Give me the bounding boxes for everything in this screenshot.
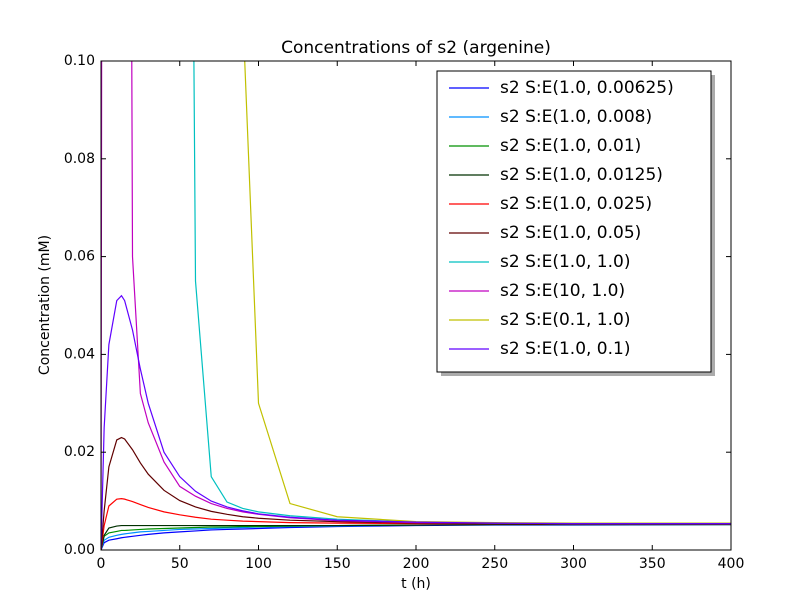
x-tick-label: 200 bbox=[403, 556, 430, 572]
x-tick-label: 50 bbox=[171, 556, 189, 572]
y-tick-label: 0.08 bbox=[64, 151, 95, 167]
y-tick-label: 0.06 bbox=[64, 249, 95, 265]
series-line bbox=[101, 523, 731, 550]
legend-label: s2 S:E(1.0, 0.01) bbox=[500, 136, 641, 156]
legend-box bbox=[436, 70, 712, 373]
chart-title: Concentrations of s2 (argenine) bbox=[281, 38, 551, 58]
x-tick-label: 400 bbox=[718, 556, 745, 572]
x-tick-label: 150 bbox=[324, 556, 351, 572]
series-line bbox=[101, 498, 731, 550]
x-tick-label: 250 bbox=[481, 556, 508, 572]
legend-label: s2 S:E(1.0, 0.025) bbox=[500, 194, 652, 214]
legend-label: s2 S:E(1.0, 0.1) bbox=[500, 339, 630, 359]
y-tick-label: 0.02 bbox=[64, 444, 95, 460]
legend-label: s2 S:E(1.0, 0.05) bbox=[500, 223, 641, 243]
legend-label: s2 S:E(0.1, 1.0) bbox=[500, 310, 630, 330]
y-tick-label: 0.04 bbox=[64, 346, 95, 362]
x-tick-label: 300 bbox=[560, 556, 587, 572]
y-tick-label: 0.00 bbox=[64, 542, 95, 558]
plot-area bbox=[101, 61, 731, 550]
series-line bbox=[101, 294, 731, 550]
x-tick-label: 0 bbox=[97, 556, 106, 572]
x-axis-label: t (h) bbox=[401, 576, 431, 592]
x-tick-label: 350 bbox=[639, 556, 666, 572]
y-axis-label: Concentration (mM) bbox=[37, 235, 53, 375]
x-tick-label: 100 bbox=[245, 556, 272, 572]
legend-label: s2 S:E(1.0, 1.0) bbox=[500, 252, 630, 272]
series-line bbox=[244, 61, 731, 524]
y-tick-label: 0.10 bbox=[64, 53, 95, 69]
legend-label: s2 S:E(1.0, 0.00625) bbox=[500, 78, 674, 98]
legend-label: s2 S:E(1.0, 0.0125) bbox=[500, 165, 663, 185]
legend-label: s2 S:E(1.0, 0.008) bbox=[500, 107, 652, 127]
series-line bbox=[101, 436, 731, 550]
legend-label: s2 S:E(10, 1.0) bbox=[500, 281, 625, 301]
